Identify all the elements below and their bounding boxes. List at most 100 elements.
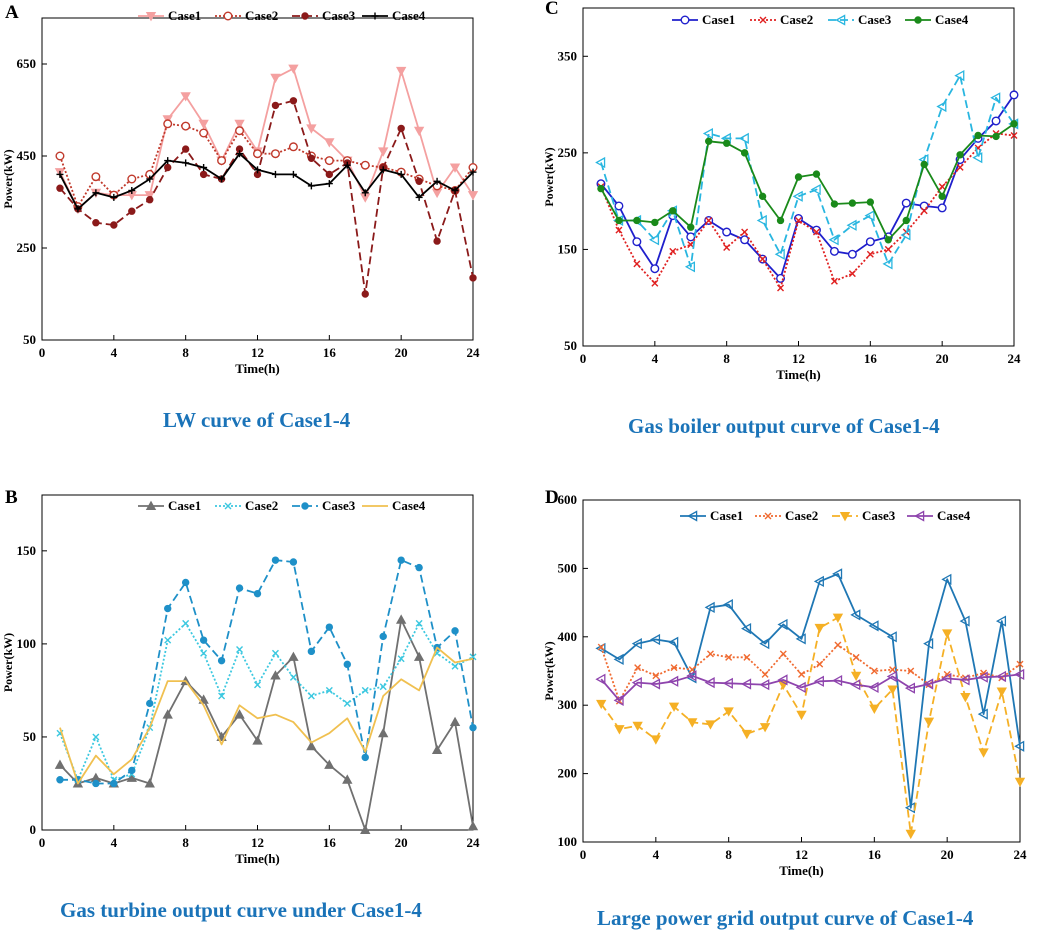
- legend-label-A-case1: Case1: [168, 8, 201, 23]
- point-C-case2-24-b: [1010, 131, 1018, 139]
- point-D-case3-19: [923, 717, 935, 727]
- point-C-case4-17: [884, 236, 892, 244]
- point-B-case1-13: [270, 670, 281, 680]
- point-B-case1-11: [234, 709, 245, 719]
- point-B-case2-19: [379, 683, 387, 691]
- point-C-case4-8: [722, 139, 731, 147]
- point-C-case4-22: [974, 131, 982, 140]
- series-D-case3: [596, 613, 1026, 840]
- point-C-case1-20: [937, 203, 947, 213]
- point-B-case2-15: [307, 692, 315, 700]
- point-D-case2-14: [834, 641, 842, 649]
- legend-item-D-case1: Case1: [680, 508, 743, 523]
- point-D-case1-16: [868, 620, 879, 632]
- point-D-case2-4: [652, 672, 660, 680]
- point-D-case2-12: [798, 670, 805, 678]
- point-B-case3-20: [397, 556, 405, 564]
- caption-B: Gas turbine output curve under Case1-4: [60, 898, 422, 922]
- point-B-case2-10: [218, 692, 226, 700]
- point-D-case3-2: [614, 725, 625, 735]
- point-B-case1-20: [395, 614, 407, 624]
- point-A-case2-10: [217, 156, 227, 166]
- x-tick-label-C-6: 24: [1008, 351, 1022, 366]
- point-B-case2-13: [271, 649, 279, 657]
- y-tick-label-C-3: 350: [558, 48, 578, 63]
- point-A-case3-6: [146, 196, 154, 204]
- point-B-case3-11: [235, 584, 244, 592]
- point-A-case1-11: [234, 119, 245, 130]
- point-D-case4-17: [886, 670, 897, 683]
- point-A-case3-18: [361, 290, 369, 298]
- point-A-case4-23: [451, 187, 459, 194]
- panel-label-B: B: [5, 487, 18, 508]
- point-D-case1-8: [722, 599, 733, 611]
- point-C-case1-9: [740, 235, 750, 245]
- x-tick-label-C-1: 4: [652, 351, 659, 366]
- point-D-case2-17: [889, 666, 897, 674]
- point-C-case3-22: [972, 152, 983, 164]
- point-B-case2-14-b: [289, 673, 297, 681]
- point-B-case2-11: [236, 645, 244, 653]
- series-B-case4: [59, 646, 474, 785]
- point-C-case2-14: [830, 277, 838, 285]
- legend-marker-C-case4: [914, 16, 922, 24]
- point-D-case2-8-b: [725, 653, 733, 661]
- point-C-case2-5-b: [669, 247, 677, 255]
- point-D-case3-12: [796, 710, 807, 721]
- point-D-case2-3: [634, 664, 642, 672]
- point-C-case4-7: [705, 137, 713, 145]
- point-D-case2-1: [597, 643, 605, 651]
- point-B-case2-13-b: [271, 649, 279, 657]
- point-D-case2-5-b: [670, 664, 678, 672]
- point-C-case2-3-b: [633, 260, 641, 268]
- point-D-case4-22: [977, 671, 988, 683]
- y-tick-label-D-0: 100: [558, 834, 578, 849]
- point-C-case4-23: [992, 132, 1000, 141]
- legend-item-A-case1: Case1: [138, 8, 201, 23]
- point-B-case2-8-b: [182, 619, 190, 627]
- point-A-case3-8: [181, 145, 190, 153]
- point-A-case2-14: [288, 142, 298, 152]
- point-D-case4-15: [850, 679, 861, 691]
- series-C-case1: [596, 90, 1019, 283]
- point-C-case2-21: [956, 163, 964, 171]
- point-A-case3-3: [92, 219, 100, 227]
- point-D-case4-19: [923, 678, 934, 690]
- series-B-case2: [56, 619, 477, 784]
- point-B-case2-23: [451, 662, 459, 670]
- caption-C: Gas boiler output curve of Case1-4: [628, 414, 940, 438]
- point-B-case1-17: [342, 774, 353, 784]
- point-D-case3-21: [960, 692, 971, 703]
- point-A-case1-14: [288, 64, 299, 74]
- point-D-case3-8: [723, 707, 734, 717]
- point-C-case4-9: [740, 149, 749, 157]
- legend-label-C-case4: Case4: [935, 12, 969, 27]
- point-C-case2-19: [920, 207, 928, 215]
- point-D-case3-7: [705, 720, 716, 730]
- point-C-case1-24: [1009, 90, 1019, 100]
- x-tick-label-B-4: 16: [323, 835, 337, 850]
- point-D-case4-1: [595, 673, 606, 685]
- x-tick-label-A-3: 12: [251, 345, 264, 360]
- point-A-case2-13: [270, 149, 280, 159]
- point-A-case1-9: [198, 119, 209, 130]
- series-A-case2: [55, 119, 478, 212]
- point-B-case1-1: [54, 759, 66, 769]
- point-C-case2-24: [1010, 131, 1018, 139]
- point-C-case3-13: [810, 183, 821, 196]
- point-D-case1-23: [995, 615, 1007, 627]
- point-B-case2-20-b: [397, 655, 405, 663]
- point-A-case2-16: [324, 156, 334, 166]
- point-B-case2-15-b: [307, 692, 315, 700]
- series-line-D-case3: [600, 616, 1021, 835]
- point-A-case2-12: [252, 149, 262, 159]
- point-A-case4-16: [325, 180, 333, 188]
- legend-item-C-case4: Case4: [905, 12, 969, 27]
- point-A-case4-8: [182, 159, 190, 167]
- point-A-case1-13: [270, 73, 281, 84]
- point-B-case2-7: [164, 636, 172, 644]
- x-tick-label-B-2: 8: [182, 835, 189, 850]
- point-D-case2-18: [907, 667, 915, 675]
- point-D-case1-7: [704, 601, 715, 613]
- legend-label-B-case4: Case4: [392, 498, 426, 513]
